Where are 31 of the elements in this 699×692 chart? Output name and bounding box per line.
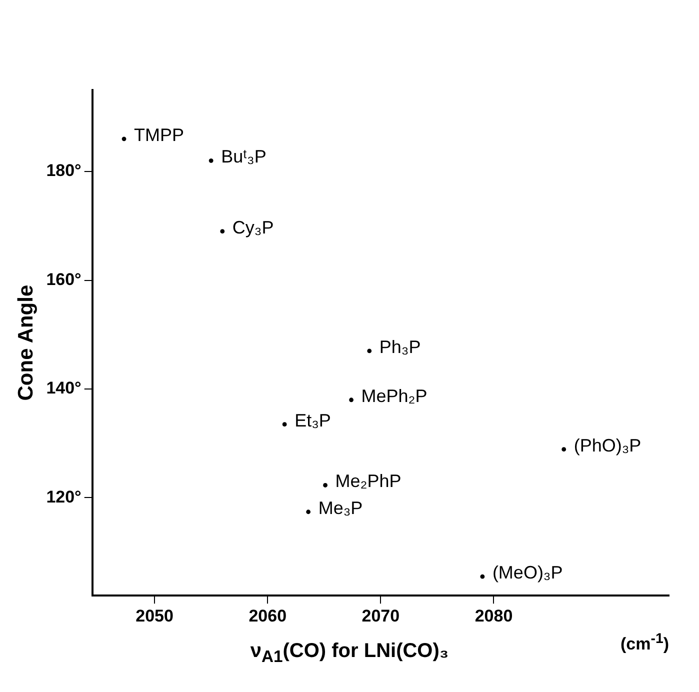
point (306, 510, 311, 514)
x-tick-label: 2080 (474, 606, 513, 626)
annotation: Ph₃P (379, 336, 421, 357)
annotation: TMPP (134, 124, 184, 145)
point (208, 158, 214, 163)
point (282, 422, 287, 427)
point (367, 348, 372, 354)
x-tick-label: 2060 (248, 606, 287, 626)
annotation: MePh₂P (361, 386, 428, 406)
annotation: Me₂PhP (335, 471, 402, 492)
annotation: (MeO)₃P (492, 562, 563, 583)
point (122, 136, 126, 142)
x-tick-label: 2070 (362, 606, 400, 626)
annotation: Me₃P (318, 498, 363, 518)
point (349, 398, 354, 402)
annotation: Et₃P (294, 410, 331, 430)
y-tick-label: 140° (46, 378, 82, 398)
y-tick-label: 180° (46, 161, 82, 180)
point (220, 229, 225, 234)
point (480, 574, 485, 579)
annotation: (PhO)₃P (574, 435, 642, 456)
x-tick-label: 2050 (136, 606, 174, 626)
point (562, 447, 566, 452)
text: (cm$^{-1}$) (620, 630, 669, 656)
y-tick-label: 160° (46, 270, 82, 289)
point (323, 483, 328, 488)
y-axis-title: Cone Angle (14, 284, 38, 401)
y-tick-label: 120° (46, 487, 82, 506)
annotation: Cy₃P (232, 217, 274, 238)
x-axis-title: ν$_{A1}$(CO) for LNi(CO)₃ (250, 640, 449, 666)
annotation: Buᵗ₃P (221, 146, 266, 167)
